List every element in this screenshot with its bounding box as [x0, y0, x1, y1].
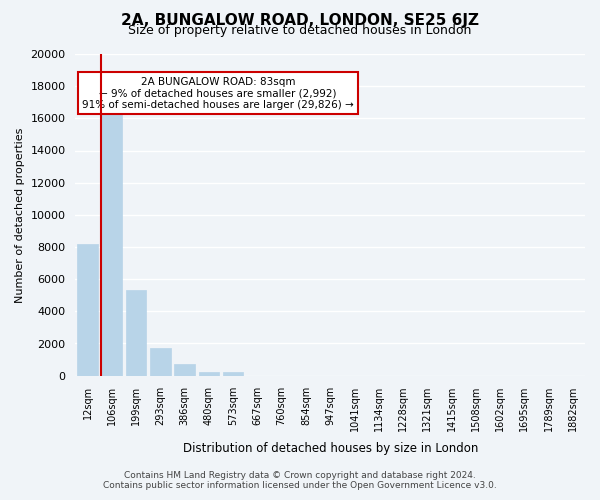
Bar	[101, 108, 122, 376]
Bar	[150, 348, 170, 376]
X-axis label: Distribution of detached houses by size in London: Distribution of detached houses by size …	[182, 442, 478, 455]
Text: Size of property relative to detached houses in London: Size of property relative to detached ho…	[128, 24, 472, 37]
Bar	[126, 290, 146, 376]
Bar	[223, 372, 244, 376]
Text: 2A BUNGALOW ROAD: 83sqm
← 9% of detached houses are smaller (2,992)
91% of semi-: 2A BUNGALOW ROAD: 83sqm ← 9% of detached…	[82, 76, 354, 110]
Text: Contains HM Land Registry data © Crown copyright and database right 2024.
Contai: Contains HM Land Registry data © Crown c…	[103, 470, 497, 490]
Text: 2A, BUNGALOW ROAD, LONDON, SE25 6JZ: 2A, BUNGALOW ROAD, LONDON, SE25 6JZ	[121, 12, 479, 28]
Bar	[199, 372, 219, 376]
Bar	[77, 244, 98, 376]
Bar	[174, 364, 195, 376]
Y-axis label: Number of detached properties: Number of detached properties	[15, 127, 25, 302]
